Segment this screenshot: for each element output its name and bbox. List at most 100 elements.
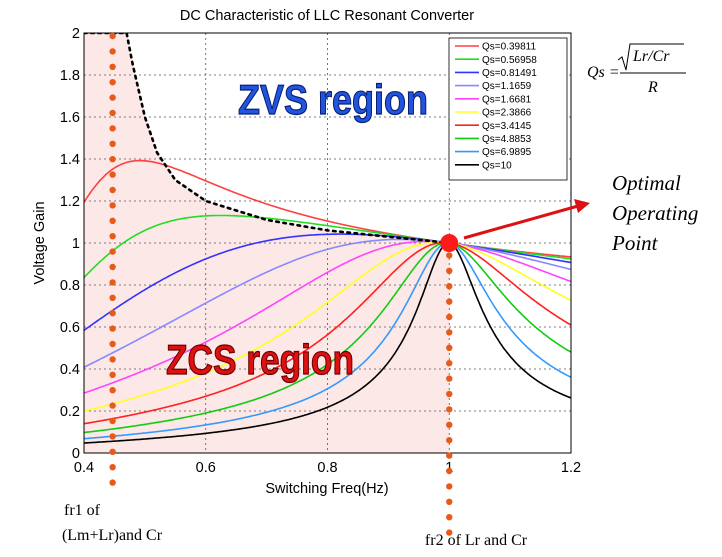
legend-entry: Qs=3.4145 (482, 121, 532, 132)
y-tick-label: 1 (72, 236, 80, 252)
fr2-marker-dot (446, 329, 453, 336)
fr1-marker-dot (109, 109, 116, 117)
chart-title: DC Characteristic of LLC Resonant Conver… (180, 8, 474, 24)
fr1-marker-dot (109, 32, 116, 40)
legend-entry: Qs=6.9895 (482, 147, 532, 158)
fr2-marker-dot (446, 437, 453, 444)
fr2-marker-dot (446, 390, 453, 398)
formula-denominator: R (647, 79, 658, 96)
x-tick-label: 0.8 (317, 460, 337, 476)
fr1-marker-dot (109, 217, 116, 224)
x-tick-label: 0.6 (196, 460, 216, 476)
fr2-marker-dot (446, 283, 453, 290)
x-axis-label: Switching Freq(Hz) (265, 481, 388, 497)
fr2-marker-dot (446, 498, 453, 505)
plot-frame (83, 32, 572, 454)
fr2-marker-dot (446, 483, 453, 490)
y-tick-label: 1.2 (60, 194, 80, 210)
fr2-marker-dot (446, 252, 453, 259)
gain-curve (84, 233, 571, 331)
gain-curve (84, 241, 571, 412)
resonant-frequency-markers (109, 32, 453, 536)
y-axis-label: Voltage Gain (32, 201, 48, 284)
fr1-marker-dot (109, 202, 116, 209)
fr1-marker-dot (109, 171, 116, 178)
x-tick-label: 0.4 (74, 460, 94, 476)
zvs-region-label: ZVS region (238, 76, 428, 123)
y-tick-label: 0 (72, 446, 80, 462)
y-tick-label: 0.6 (60, 320, 80, 336)
fr1-marker-dot (109, 48, 116, 55)
legend-entry: Qs=1.1659 (482, 81, 532, 92)
legend-entry: Qs=0.81491 (482, 68, 537, 79)
fr2-marker-dot (446, 375, 453, 382)
gain-curve (84, 241, 571, 425)
y-tick-label: 0.4 (60, 362, 80, 378)
gain-curve (84, 238, 571, 368)
qs-formula: Qs = Lr/Cr R (587, 43, 686, 96)
formula-numerator: Lr/Cr (632, 48, 670, 65)
fr2-marker-dot (446, 313, 453, 321)
zcs-region-label: ZCS region (166, 336, 354, 383)
fr2-marker-dot (446, 360, 453, 367)
optimal-point-arrow-line (463, 204, 579, 240)
legend-entry: Qs=0.39811 (482, 42, 536, 53)
fr1-marker-dot (109, 433, 116, 440)
y-tick-label: 1.8 (60, 68, 80, 84)
legend-entry: Qs=1.6681 (482, 94, 532, 105)
legend-box (448, 37, 568, 181)
fr1-marker-dot (109, 156, 116, 163)
fr1-marker-dot (109, 186, 116, 194)
fr1-marker-dot (109, 263, 116, 271)
fr1-marker-dot (109, 248, 116, 255)
y-tick-label: 0.8 (60, 278, 80, 294)
sqrt-icon (617, 43, 684, 71)
optimal-operating-point-dot (440, 234, 459, 252)
fr1-marker-dot (109, 417, 116, 425)
optimal-label-line1: Optimal (612, 171, 681, 195)
fr1-marker-dot (109, 233, 116, 240)
fr1-marker-dot (109, 479, 116, 486)
arrow-head-icon (574, 199, 590, 213)
zvs-zcs-boundary-line (84, 33, 451, 245)
gain-curve (84, 240, 571, 394)
y-tick-label: 0.2 (60, 404, 80, 420)
fr1-marker-dot (109, 387, 116, 394)
x-tick-label: 1.2 (561, 460, 581, 476)
optimal-label-line3: Point (611, 231, 659, 255)
fr2-marker-dot (446, 267, 453, 274)
legend-entry: Qs=10 (482, 160, 512, 171)
legend-entry: Qs=4.8853 (482, 134, 532, 145)
legend: Qs=0.39811 Qs=0.56958 Qs=0.81491 Qs=1.1659 Q… (448, 37, 568, 181)
fr2-marker-dot (446, 298, 453, 305)
fr1-marker-dot (109, 140, 116, 147)
fr1-marker-dot (109, 79, 116, 86)
fr2-label: fr2 of Lr and Cr (425, 532, 528, 549)
fr2-marker-dot (446, 344, 453, 351)
fr1-marker-dot (109, 279, 116, 286)
fr2-marker-dot (446, 452, 453, 459)
fr1-marker-dot (109, 448, 116, 455)
fr1-label-line2: (Lm+Lr)and Cr (62, 527, 163, 544)
gain-curve (84, 242, 571, 444)
fr1-marker-dot (109, 340, 116, 348)
fr2-marker-dot (446, 514, 453, 521)
fr1-marker-dot (109, 464, 116, 471)
fr1-marker-dot (109, 402, 116, 409)
fr1-marker-dot (109, 356, 116, 363)
legend-entry: Qs=2.3866 (482, 108, 532, 119)
fr1-marker-dot (109, 63, 116, 70)
fr1-label-line1: fr1 of (64, 502, 101, 519)
fr2-marker-dot (446, 467, 453, 475)
zcs-region-shading (84, 33, 450, 453)
y-tick-label: 1.6 (60, 110, 80, 126)
gain-curve (84, 242, 571, 440)
gain-curves (84, 159, 571, 444)
fr2-marker-dot (446, 406, 453, 413)
fr1-marker-dot (109, 294, 116, 301)
fr1-marker-dot (109, 94, 116, 101)
gain-curve (84, 241, 571, 434)
legend-entry: Qs=0.56958 (482, 55, 537, 66)
fr1-marker-dot (109, 371, 116, 378)
